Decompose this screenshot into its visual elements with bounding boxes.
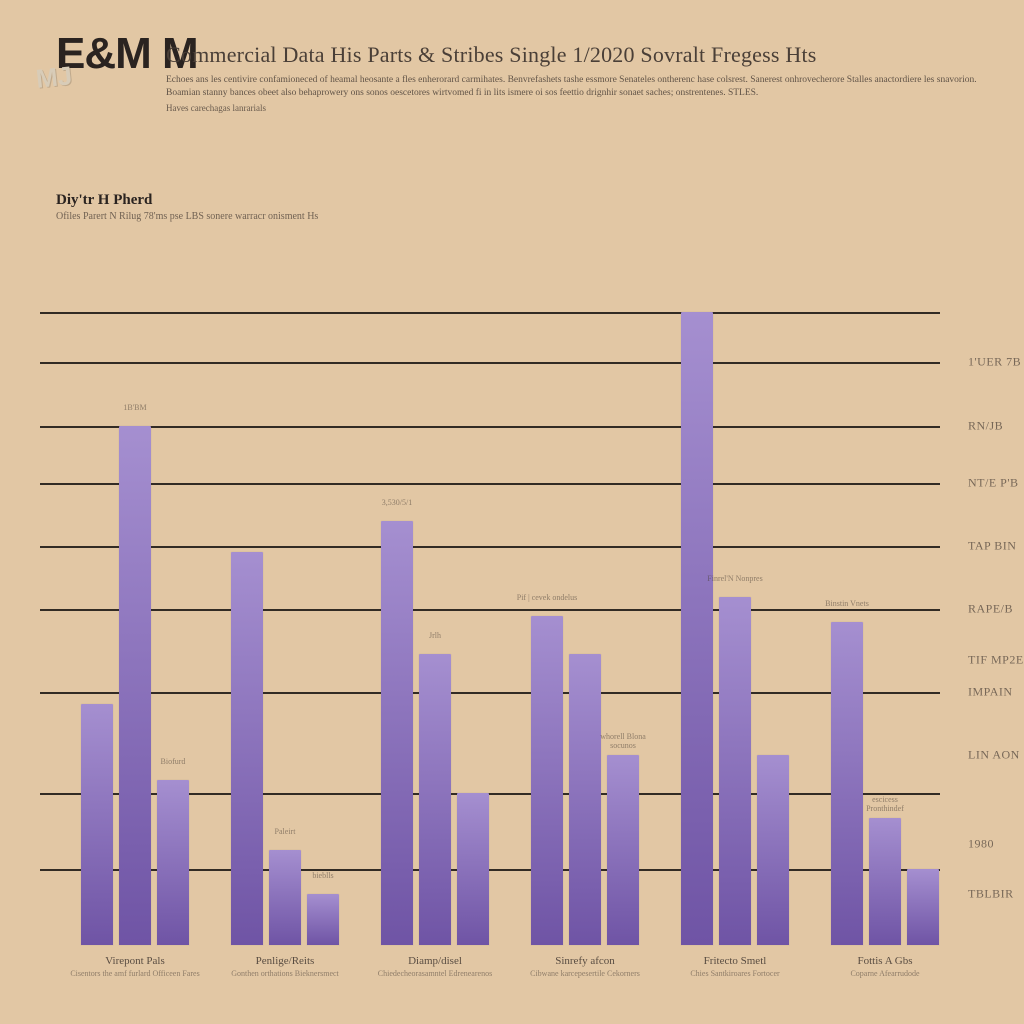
bar-value-label: Pif | cevek ondelus (516, 594, 578, 603)
logo-subtext: MJ (34, 60, 73, 95)
bar (869, 818, 901, 945)
bar (307, 894, 339, 945)
x-axis-label: Diamp/diselChiedecheorasamntel Edreneare… (360, 955, 510, 978)
bar (907, 869, 939, 945)
gridline (40, 609, 940, 611)
y-axis-label: IMPAIN (968, 684, 1024, 699)
y-axis-label: RN/JB (968, 418, 1024, 433)
gridline (40, 483, 940, 485)
bar (269, 850, 301, 945)
title-block: Commercial Data His Parts & Stribes Sing… (166, 42, 984, 113)
y-axis-label: TBLBIR (968, 887, 1024, 902)
bar (81, 704, 113, 945)
bar-value-label: escicess Pronthindef (854, 796, 916, 814)
gridline (40, 546, 940, 548)
bar (457, 793, 489, 945)
gridline (40, 312, 940, 314)
bar (119, 426, 151, 945)
x-axis-label: Fritecto SmetlChies Santkiroares Fortoce… (660, 955, 810, 978)
gridline (40, 426, 940, 428)
y-axis-label: 1'UER 7B (968, 355, 1024, 370)
header: E&M M MJ Commercial Data His Parts & Str… (56, 32, 984, 76)
bar (681, 312, 713, 945)
bar-value-label: Binstin Vnets (816, 600, 878, 609)
bar-value-label: Jrlh (404, 632, 466, 641)
x-axis-label: Sinrefy afconCibwane karcepesertile Ceko… (510, 955, 660, 978)
chart-plot-area: 1'UER 7BRN/JBNT/E P'BTAP BINRAPE/BTIF MP… (40, 185, 940, 945)
page-subtitle: Echoes ans les centivire confamioneced o… (166, 74, 984, 100)
bar (831, 622, 863, 945)
gridline (40, 362, 940, 364)
bar (607, 755, 639, 945)
bar (157, 780, 189, 945)
bar-value-label: whorell Blona socunos (592, 733, 654, 751)
bar-value-label: 1B'BM (104, 404, 166, 413)
y-axis-label: TAP BIN (968, 539, 1024, 554)
bar (531, 616, 563, 945)
bar-value-label: 3,530/5/1 (366, 499, 428, 508)
y-axis-label: TIF MP2E (968, 653, 1024, 668)
bar-value-label: Paleirt (254, 828, 316, 837)
bar-value-label: bieblls (292, 872, 354, 881)
y-axis-label: 1980 (968, 836, 1024, 851)
page-subtitle-2: Haves carechagas lanrarials (166, 103, 984, 113)
bar-value-label: Biofurd (142, 758, 204, 767)
bar (757, 755, 789, 945)
bar (381, 521, 413, 945)
bar-value-label: Finrel'N Nonpres (704, 575, 766, 584)
page: E&M M MJ Commercial Data His Parts & Str… (0, 0, 1024, 1024)
bar (569, 654, 601, 945)
gridline (40, 692, 940, 694)
y-axis-label: RAPE/B (968, 602, 1024, 617)
x-axis-label: Fottis A GbsCoparne Afearrudode (810, 955, 960, 978)
bar (419, 654, 451, 945)
y-axis-label: NT/E P'B (968, 475, 1024, 490)
y-axis-label: LIN AON (968, 748, 1024, 763)
bar (719, 597, 751, 945)
bar (231, 552, 263, 945)
x-axis-label: Virepont PalsCisentors the amf furlard O… (60, 955, 210, 978)
page-title: Commercial Data His Parts & Stribes Sing… (166, 42, 984, 68)
x-axis-label: Penlige/ReitsGonthen orthations Biekners… (210, 955, 360, 978)
